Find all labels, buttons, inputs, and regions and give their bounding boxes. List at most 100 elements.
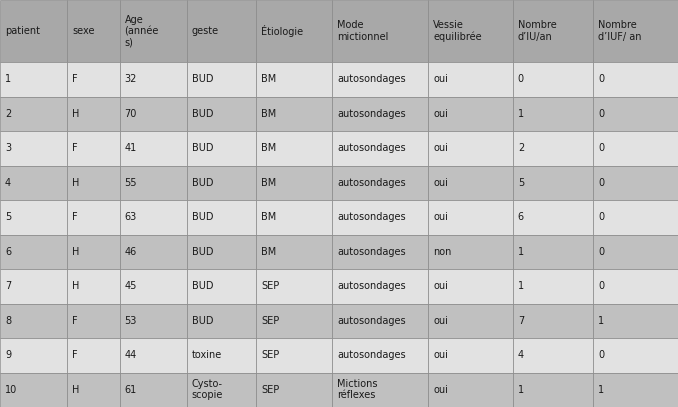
Bar	[513, 96, 593, 131]
Text: 6: 6	[5, 247, 11, 257]
Bar	[332, 200, 428, 234]
Bar	[428, 269, 513, 304]
Bar	[119, 338, 187, 372]
Bar	[0, 234, 67, 269]
Bar	[332, 96, 428, 131]
Text: BUD: BUD	[192, 143, 214, 153]
Bar	[593, 338, 678, 372]
Text: BUD: BUD	[192, 212, 214, 222]
Bar	[0, 131, 67, 166]
Bar	[513, 0, 593, 62]
Text: 7: 7	[5, 281, 12, 291]
Text: autosondages: autosondages	[338, 74, 406, 84]
Bar	[119, 304, 187, 338]
Text: 0: 0	[598, 74, 604, 84]
Bar	[256, 200, 332, 234]
Bar	[428, 372, 513, 407]
Text: oui: oui	[433, 350, 448, 360]
Text: 7: 7	[518, 316, 524, 326]
Text: 41: 41	[125, 143, 137, 153]
Bar	[593, 372, 678, 407]
Text: 32: 32	[125, 74, 137, 84]
Text: BUD: BUD	[192, 316, 214, 326]
Text: oui: oui	[433, 385, 448, 395]
Bar	[256, 62, 332, 96]
Bar	[256, 372, 332, 407]
Bar	[67, 304, 119, 338]
Text: patient: patient	[5, 26, 40, 36]
Bar	[67, 200, 119, 234]
Bar	[0, 372, 67, 407]
Bar	[513, 62, 593, 96]
Text: 0: 0	[598, 247, 604, 257]
Bar	[256, 166, 332, 200]
Text: H: H	[73, 385, 80, 395]
Bar	[67, 96, 119, 131]
Text: BUD: BUD	[192, 74, 214, 84]
Text: H: H	[73, 247, 80, 257]
Text: BUD: BUD	[192, 247, 214, 257]
Bar	[0, 0, 67, 62]
Bar	[187, 131, 256, 166]
Text: BM: BM	[262, 178, 277, 188]
Bar	[332, 338, 428, 372]
Bar	[513, 166, 593, 200]
Text: 5: 5	[518, 178, 524, 188]
Bar	[0, 304, 67, 338]
Text: 4: 4	[5, 178, 11, 188]
Text: non: non	[433, 247, 452, 257]
Text: BM: BM	[262, 143, 277, 153]
Bar	[513, 338, 593, 372]
Bar	[119, 234, 187, 269]
Text: oui: oui	[433, 74, 448, 84]
Text: 0: 0	[598, 281, 604, 291]
Bar	[187, 96, 256, 131]
Text: 53: 53	[125, 316, 137, 326]
Bar	[119, 372, 187, 407]
Text: Nombre
d’IU/an: Nombre d’IU/an	[518, 20, 557, 42]
Text: 8: 8	[5, 316, 11, 326]
Bar	[256, 338, 332, 372]
Text: 4: 4	[518, 350, 524, 360]
Text: 10: 10	[5, 385, 17, 395]
Bar	[593, 0, 678, 62]
Bar	[67, 234, 119, 269]
Text: BM: BM	[262, 247, 277, 257]
Bar	[67, 131, 119, 166]
Bar	[256, 234, 332, 269]
Text: 46: 46	[125, 247, 137, 257]
Bar	[67, 372, 119, 407]
Bar	[119, 62, 187, 96]
Bar	[256, 96, 332, 131]
Text: Mictions
réflexes: Mictions réflexes	[338, 379, 378, 400]
Text: autosondages: autosondages	[338, 350, 406, 360]
Bar	[67, 166, 119, 200]
Text: 1: 1	[518, 109, 524, 119]
Bar	[428, 304, 513, 338]
Text: SEP: SEP	[262, 385, 279, 395]
Bar	[256, 131, 332, 166]
Bar	[513, 269, 593, 304]
Text: 0: 0	[598, 212, 604, 222]
Text: 9: 9	[5, 350, 11, 360]
Text: autosondages: autosondages	[338, 247, 406, 257]
Bar	[119, 131, 187, 166]
Bar	[187, 200, 256, 234]
Text: 1: 1	[598, 385, 604, 395]
Bar	[332, 0, 428, 62]
Text: 1: 1	[518, 247, 524, 257]
Text: 1: 1	[518, 281, 524, 291]
Bar	[0, 338, 67, 372]
Text: toxine: toxine	[192, 350, 222, 360]
Text: 6: 6	[518, 212, 524, 222]
Text: 55: 55	[125, 178, 137, 188]
Text: 0: 0	[598, 350, 604, 360]
Text: 1: 1	[598, 316, 604, 326]
Bar	[119, 96, 187, 131]
Bar	[187, 269, 256, 304]
Bar	[428, 200, 513, 234]
Bar	[428, 234, 513, 269]
Bar	[256, 304, 332, 338]
Bar	[593, 96, 678, 131]
Text: BM: BM	[262, 212, 277, 222]
